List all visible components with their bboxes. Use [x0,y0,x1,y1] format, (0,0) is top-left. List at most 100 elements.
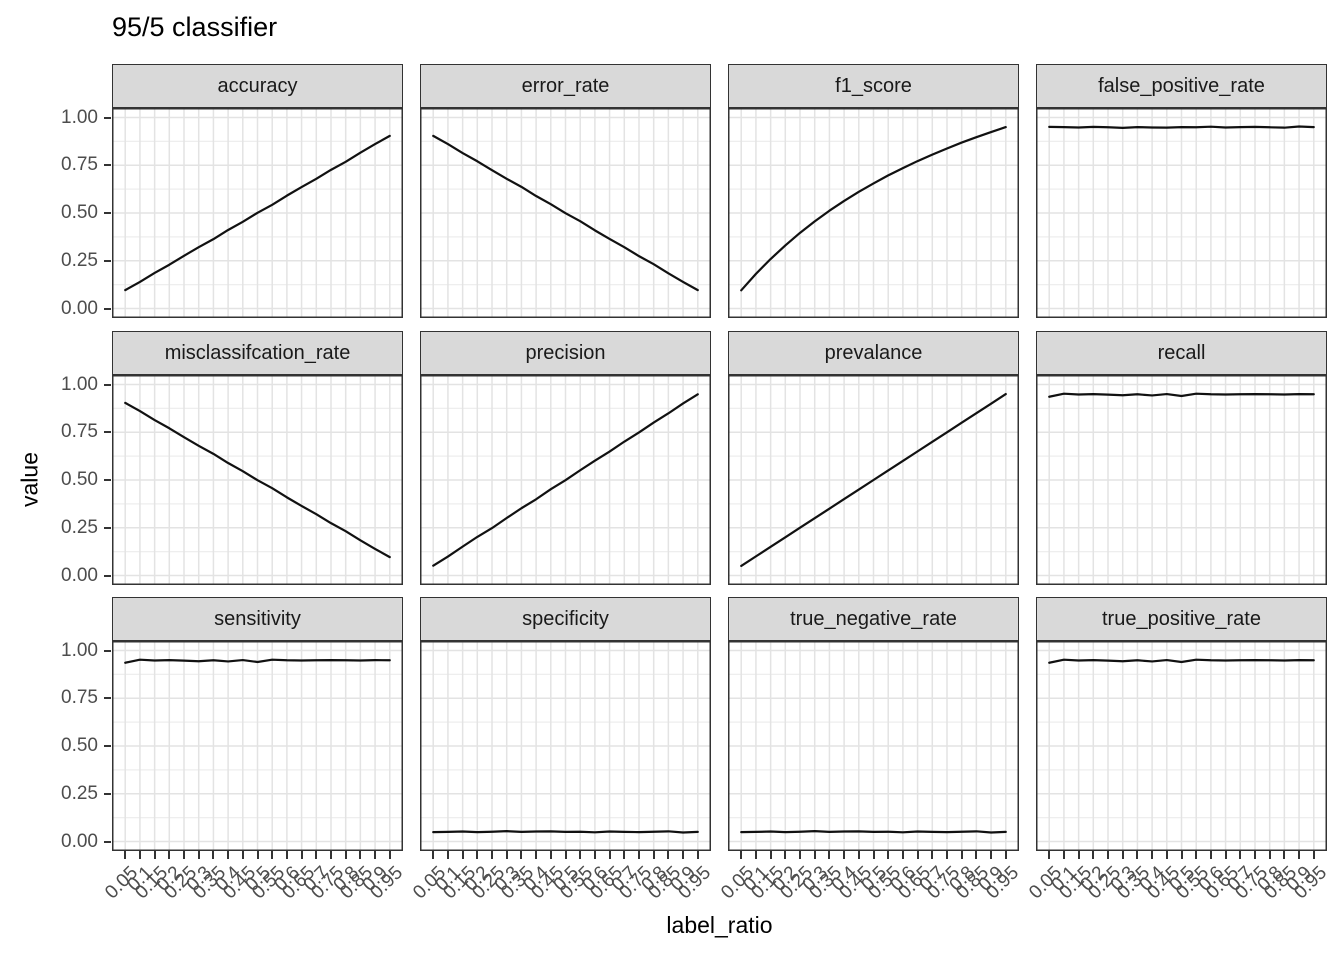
panel-border [1036,375,1327,585]
x-axis-tick [330,851,332,859]
x-axis-tick [1224,851,1227,859]
facet-panel-error_rate [420,108,711,318]
facet-strip-label: true_negative_rate [790,607,957,630]
data-line-f1_score [740,125,1007,292]
x-axis-tick [623,851,626,859]
data-line-recall [1048,392,1315,398]
facet-strip-label: specificity [522,607,609,630]
facet-panel-false_positive_rate [1036,108,1327,318]
plot-title: 95/5 classifier [112,12,278,42]
facet-strip-specificity: specificity [420,597,711,641]
x-axis-tick [446,851,449,859]
data-line-accuracy [124,134,391,292]
x-axis-tick [682,851,685,859]
x-axis-tick [916,851,919,859]
y-axis-tick-label: 0.25 [61,249,98,271]
x-axis-tick [300,851,303,859]
facet-strip-label: f1_score [835,74,912,97]
facet-panel-f1_score [728,108,1019,318]
x-axis-tick [1209,851,1212,859]
facet-panel-sensitivity [112,641,403,851]
y-axis-tick [104,649,111,652]
y-axis-tick [104,526,111,529]
panel-border [420,375,711,585]
facet-panel-accuracy [112,108,403,318]
x-axis-tick [1048,851,1051,859]
x-axis-title: label_ratio [666,912,773,938]
x-axis-tick [374,851,377,859]
x-axis-tick [1062,851,1065,859]
x-axis-tick [1136,851,1139,859]
x-axis-tick [227,851,230,859]
x-axis-tick [754,851,757,859]
x-axis-tick [461,851,464,859]
x-axis-tick [1298,851,1301,859]
data-line-false_positive_rate [1048,125,1315,129]
facet-strip-label: prevalance [824,341,923,364]
x-axis-tick [1151,851,1154,859]
x-axis-tick [256,851,259,859]
facet-strip-sensitivity: sensitivity [112,597,403,641]
y-axis-tick [104,574,111,577]
x-axis-tick [784,851,787,859]
x-axis-tick [388,851,391,859]
facet-strip-label: sensitivity [214,607,301,630]
x-axis-tick [638,851,640,859]
y-axis-tick [104,212,111,214]
x-axis-tick [828,851,831,859]
y-axis-tick-label: 0.25 [61,782,98,804]
x-axis-tick [1180,851,1183,859]
x-axis-tick [579,851,582,859]
x-axis-tick [212,851,215,859]
x-axis-tick [1283,851,1286,859]
y-axis-tick-label: 0.75 [61,687,98,709]
x-axis-tick [608,851,611,859]
x-axis-tick [1268,851,1271,859]
y-axis-tick-label: 1.00 [61,639,98,661]
panel-border [728,108,1019,318]
x-axis-tick [153,851,156,859]
facet-panel-specificity [420,641,711,851]
y-axis-tick [104,383,111,386]
y-axis-tick-label: 0.50 [61,735,98,756]
x-axis-tick [1092,851,1095,859]
y-axis-tick-label: 0.25 [61,516,98,538]
panel-border [112,108,403,318]
y-axis-tick [104,164,111,167]
x-axis-tick [476,851,479,859]
x-axis-tick [1165,851,1168,859]
data-line-misclassifcation_rate [124,401,391,559]
x-axis-tick [1004,851,1007,859]
facet-strip-label: misclassifcation_rate [164,341,351,364]
facet-strip-f1_score: f1_score [728,64,1019,108]
facet-panel-precision [420,375,711,585]
panel-border [1036,641,1327,851]
data-line-precision [432,393,699,567]
x-axis-tick [593,851,596,859]
data-line-prevalance [740,392,1007,568]
facet-panel-true_negative_rate [728,641,1019,851]
panel-border [728,375,1019,585]
facet-strip-precision: precision [420,331,711,375]
x-axis-tick [696,851,699,859]
x-axis-tick [432,851,435,859]
facet-panel-prevalance [728,375,1019,585]
x-axis-tick [549,851,552,859]
y-axis-tick-label: 0.75 [61,154,98,176]
y-axis-tick-label: 0.75 [61,421,98,443]
y-axis-tick-label: 0.00 [61,564,98,586]
panel-border [112,641,403,851]
panel-border [728,641,1019,851]
facet-strip-label: true_positive_rate [1102,607,1261,630]
facet-strip-label: accuracy [217,74,298,97]
x-axis-tick [740,851,743,859]
x-axis-tick [652,851,655,859]
data-line-true_negative_rate [740,830,1007,834]
x-axis-tick [168,851,171,859]
x-axis-tick [1239,851,1242,859]
facet-strip-false_positive_rate: false_positive_rate [1036,64,1327,108]
x-axis-tick [1121,851,1124,859]
facet-strip-recall: recall [1036,331,1327,375]
x-axis-tick [491,851,493,859]
